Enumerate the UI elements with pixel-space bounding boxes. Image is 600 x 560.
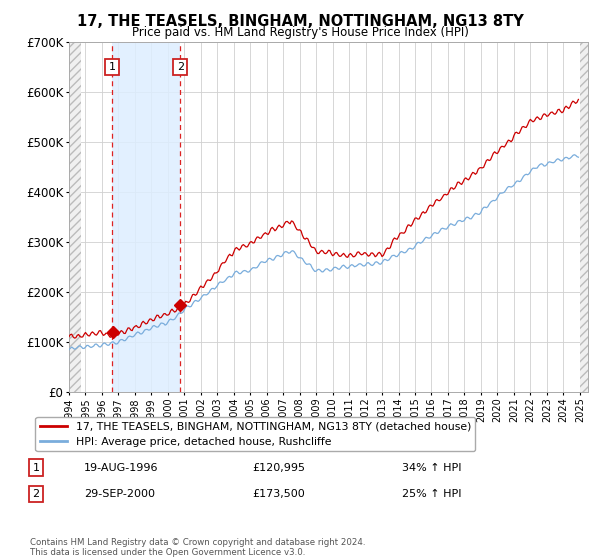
Text: 25% ↑ HPI: 25% ↑ HPI: [402, 489, 461, 499]
Bar: [580, 42, 588, 392]
Text: £120,995: £120,995: [252, 463, 305, 473]
Text: 1: 1: [32, 463, 40, 473]
Bar: [112, 42, 180, 392]
Text: 34% ↑ HPI: 34% ↑ HPI: [402, 463, 461, 473]
Text: 1: 1: [109, 62, 116, 72]
Text: 19-AUG-1996: 19-AUG-1996: [84, 463, 158, 473]
Text: 2: 2: [32, 489, 40, 499]
Text: 17, THE TEASELS, BINGHAM, NOTTINGHAM, NG13 8TY: 17, THE TEASELS, BINGHAM, NOTTINGHAM, NG…: [77, 14, 523, 29]
Bar: [69, 42, 80, 392]
Text: Contains HM Land Registry data © Crown copyright and database right 2024.
This d: Contains HM Land Registry data © Crown c…: [30, 538, 365, 557]
Text: 2: 2: [176, 62, 184, 72]
Text: Price paid vs. HM Land Registry's House Price Index (HPI): Price paid vs. HM Land Registry's House …: [131, 26, 469, 39]
Text: 29-SEP-2000: 29-SEP-2000: [84, 489, 155, 499]
Text: £173,500: £173,500: [252, 489, 305, 499]
Legend: 17, THE TEASELS, BINGHAM, NOTTINGHAM, NG13 8TY (detached house), HPI: Average pr: 17, THE TEASELS, BINGHAM, NOTTINGHAM, NG…: [35, 417, 475, 451]
